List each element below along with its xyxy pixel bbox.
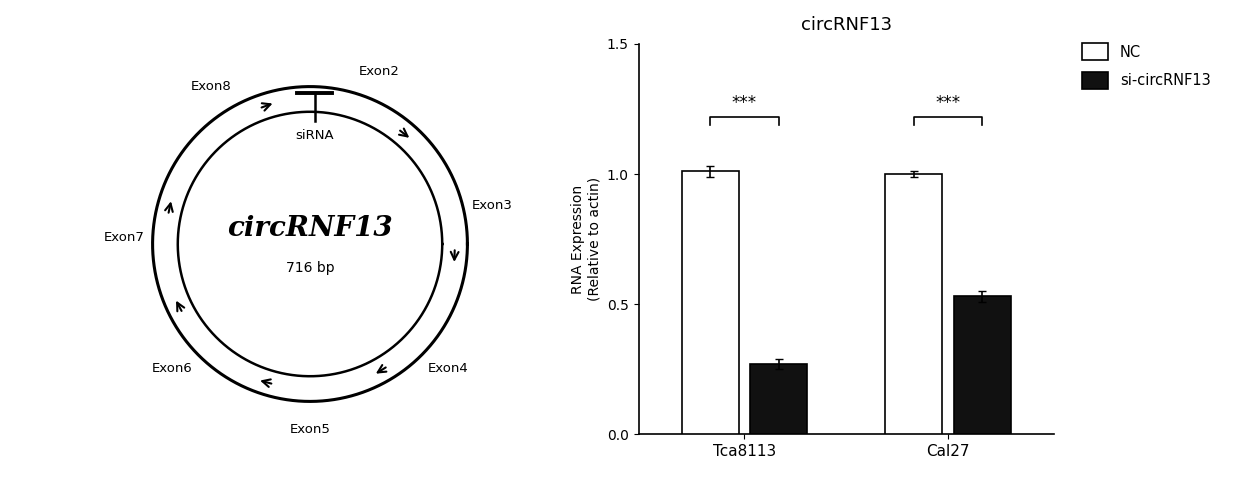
Text: 716 bp: 716 bp: [285, 261, 335, 275]
Text: ***: ***: [732, 94, 758, 112]
Text: Exon4: Exon4: [428, 362, 469, 375]
Text: Exon6: Exon6: [151, 362, 192, 375]
Text: Exon8: Exon8: [191, 80, 232, 93]
Text: Exon7: Exon7: [104, 231, 145, 244]
Bar: [885, 174, 942, 434]
Y-axis label: RNA Expression
(Relative to actin): RNA Expression (Relative to actin): [572, 177, 601, 301]
Text: siRNA: siRNA: [295, 129, 334, 142]
Text: Exon5: Exon5: [290, 423, 330, 436]
Polygon shape: [153, 86, 467, 402]
Text: circRNF13: circRNF13: [227, 215, 393, 242]
Title: circRNF13: circRNF13: [801, 16, 892, 34]
Text: Exon2: Exon2: [360, 65, 401, 78]
Bar: [682, 171, 739, 434]
Bar: [954, 296, 1011, 434]
Text: Exon3: Exon3: [471, 199, 512, 212]
Legend: NC, si-circRNF13: NC, si-circRNF13: [1083, 43, 1210, 89]
Text: ***: ***: [935, 94, 961, 112]
Bar: [750, 364, 807, 434]
